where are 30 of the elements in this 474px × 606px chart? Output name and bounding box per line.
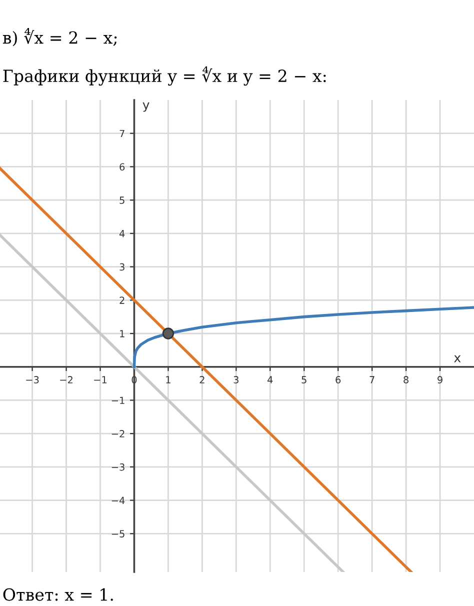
y-tick-label: −5	[112, 530, 124, 538]
x-tick-label: 1	[166, 376, 170, 384]
y-tick-label: −2	[112, 430, 124, 438]
y-tick-label: 4	[119, 230, 125, 238]
x-tick-label: 4	[268, 376, 273, 384]
x-tick-label: −1	[94, 376, 107, 384]
y-tick-label: 1	[120, 330, 124, 338]
x-tick-label: −3	[26, 376, 39, 384]
y-tick-label: 6	[120, 163, 125, 171]
y-tick-label: −4	[112, 496, 125, 504]
x-tick-label: 5	[302, 376, 306, 384]
x-tick-label: 2	[200, 376, 204, 384]
x-tick-label: −2	[60, 376, 72, 384]
y-axis-title: y	[142, 102, 150, 112]
y-tick-label: 5	[120, 196, 124, 204]
chart-title: в) ∜x = 2 − x;	[2, 28, 117, 46]
line-series	[132, 306, 474, 368]
y-tick-label: 3	[120, 263, 124, 271]
y-tick-label: −3	[112, 463, 124, 471]
x-tick-label: 3	[234, 376, 238, 384]
x-tick-label: 8	[404, 376, 408, 384]
x-tick-label: 6	[336, 376, 341, 384]
x-tick-label: 9	[438, 376, 442, 384]
y-tick-label: 2	[120, 296, 124, 304]
x-tick-label: 7	[370, 376, 374, 384]
y-tick-label: 7	[120, 130, 124, 138]
x-axis-title: x	[454, 355, 461, 362]
text: Ответ: x = 1.	[3, 588, 113, 601]
y-tick-label: −1	[112, 396, 124, 404]
chart-subtitle: Графики функций y = ∜x и y = 2 − x:	[3, 66, 326, 86]
